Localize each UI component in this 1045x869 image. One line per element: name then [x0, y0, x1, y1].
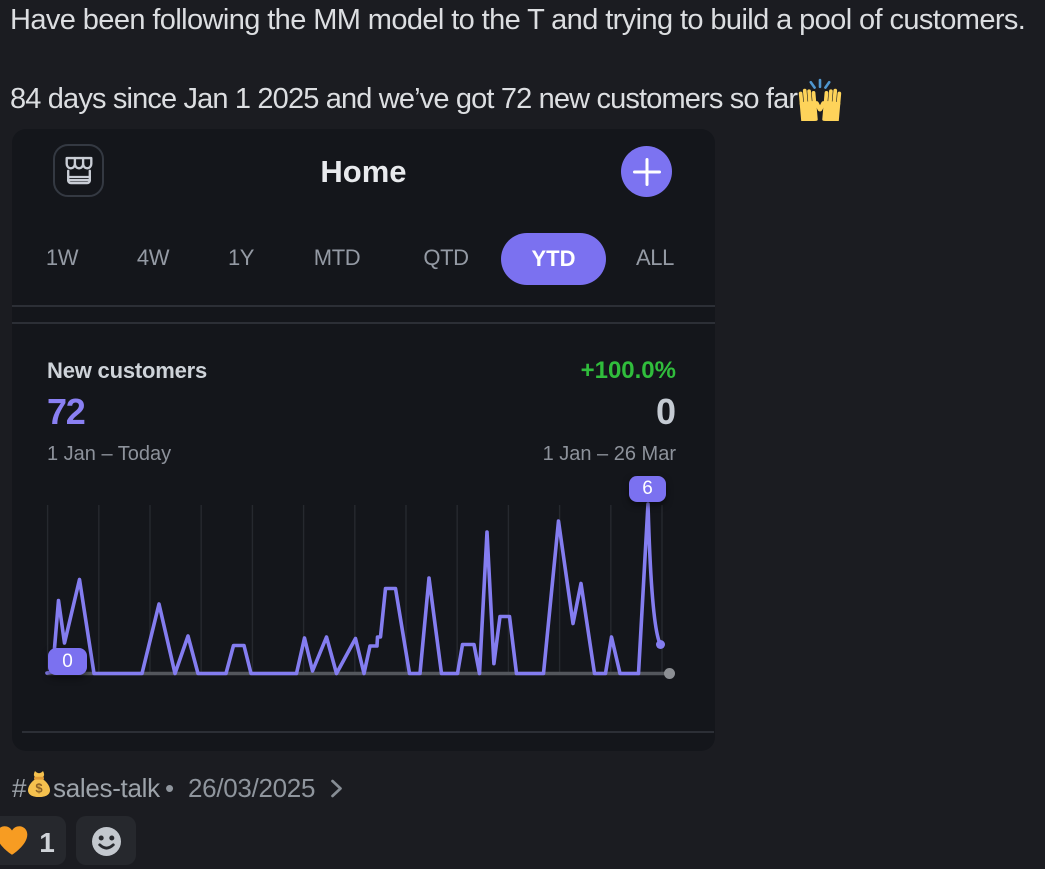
svg-text:$: $ — [35, 781, 43, 796]
